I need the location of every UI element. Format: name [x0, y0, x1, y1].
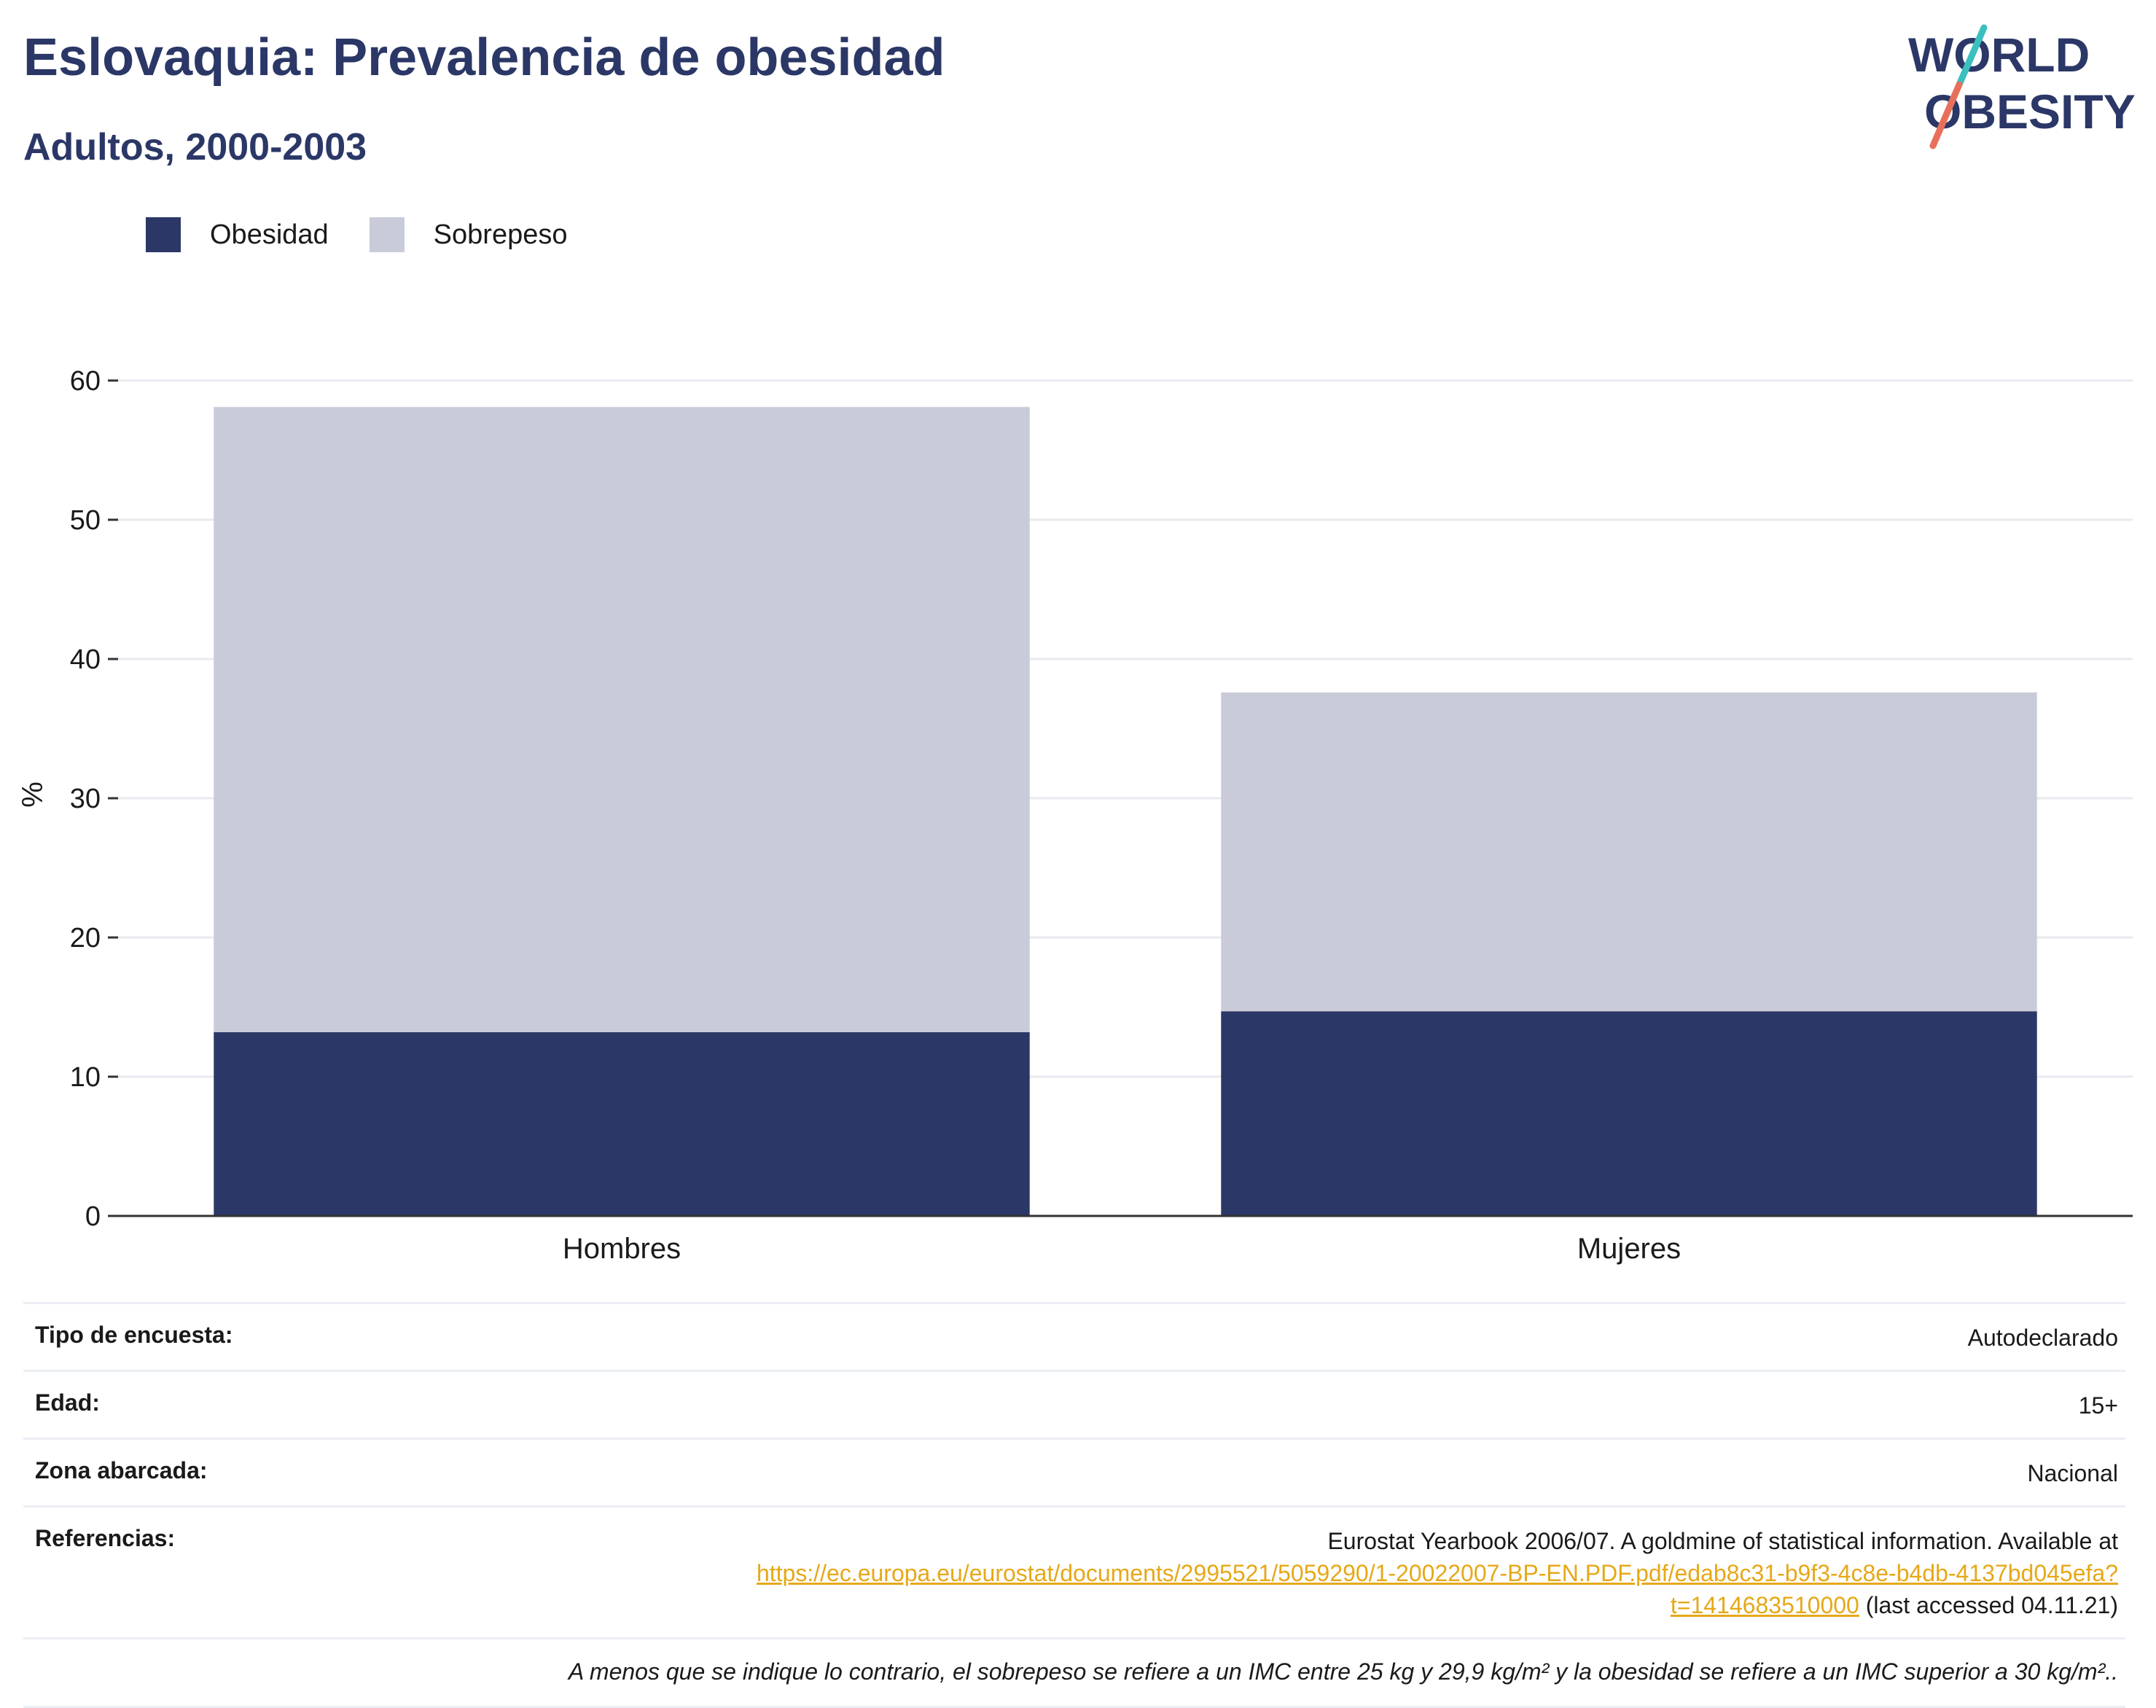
survey-type-label: Tipo de encuesta:	[35, 1322, 233, 1348]
bar-chart: 0 10 20 30 40 50 60 Hombres Mujeres %	[17, 366, 2133, 1265]
bar-obesidad-hombres[interactable]	[214, 1032, 1030, 1216]
legend: Obesidad Sobrepeso	[146, 217, 608, 252]
area-value: Nacional	[2027, 1460, 2118, 1486]
info-row-survey: Tipo de encuesta: Autodeclarado	[23, 1302, 2125, 1370]
y-tick-label: 60	[70, 366, 101, 397]
x-tick-label: Mujeres	[1577, 1233, 1681, 1265]
footnote: A menos que se indique lo contrario, el …	[23, 1637, 2125, 1708]
references-link[interactable]: https://ec.europa.eu/eurostat/documents/…	[756, 1560, 2118, 1618]
bar-obesidad-mujeres[interactable]	[1221, 1011, 2037, 1216]
age-value: 15+	[2078, 1392, 2118, 1419]
legend-item-sobrepeso[interactable]: Sobrepeso	[369, 217, 568, 252]
bar-sobrepeso-hombres[interactable]	[214, 407, 1030, 1032]
references-suffix: (last accessed 04.11.21)	[1865, 1592, 2118, 1618]
legend-item-obesidad[interactable]: Obesidad	[146, 217, 329, 252]
info-row-references: Referencias: Eurostat Yearbook 2006/07. …	[23, 1505, 2125, 1637]
logo-line1: WORLD	[1908, 28, 2090, 82]
survey-type-value: Autodeclarado	[1967, 1325, 2118, 1351]
y-tick-label: 50	[70, 505, 101, 536]
area-label: Zona abarcada:	[35, 1457, 208, 1483]
y-tick-label: 10	[70, 1062, 101, 1093]
legend-swatch-obesidad	[146, 217, 181, 252]
y-tick-label: 30	[70, 784, 101, 814]
age-label: Edad:	[35, 1389, 100, 1416]
logo-line2: OBESITY	[1924, 85, 2136, 139]
chart-title: Eslovaquia: Prevalencia de obesidad	[23, 28, 945, 87]
legend-label-obesidad: Obesidad	[210, 219, 329, 250]
info-row-area: Zona abarcada: Nacional	[23, 1438, 2125, 1505]
info-row-age: Edad: 15+	[23, 1370, 2125, 1438]
chart-subtitle: Adultos, 2000-2003	[23, 126, 367, 168]
references-text: Eurostat Yearbook 2006/07. A goldmine of…	[1327, 1528, 2118, 1554]
bar-sobrepeso-mujeres[interactable]	[1221, 692, 2037, 1012]
references-value: Eurostat Yearbook 2006/07. A goldmine of…	[733, 1525, 2118, 1621]
bars	[214, 407, 2037, 1216]
y-tick-label: 20	[70, 923, 101, 954]
y-axis-label: %	[17, 781, 49, 808]
legend-swatch-sobrepeso	[369, 217, 405, 252]
info-table: Tipo de encuesta: Autodeclarado Edad: 15…	[23, 1302, 2125, 1708]
x-tick-label: Hombres	[563, 1233, 681, 1265]
legend-label-sobrepeso: Sobrepeso	[433, 219, 568, 250]
y-tick-label: 40	[70, 644, 101, 675]
references-label: Referencias:	[35, 1525, 176, 1551]
world-obesity-logo: WORLD OBESITY	[1908, 24, 2136, 149]
axes: 0 10 20 30 40 50 60 Hombres Mujeres	[70, 366, 2133, 1265]
y-tick-label: 0	[85, 1201, 101, 1232]
